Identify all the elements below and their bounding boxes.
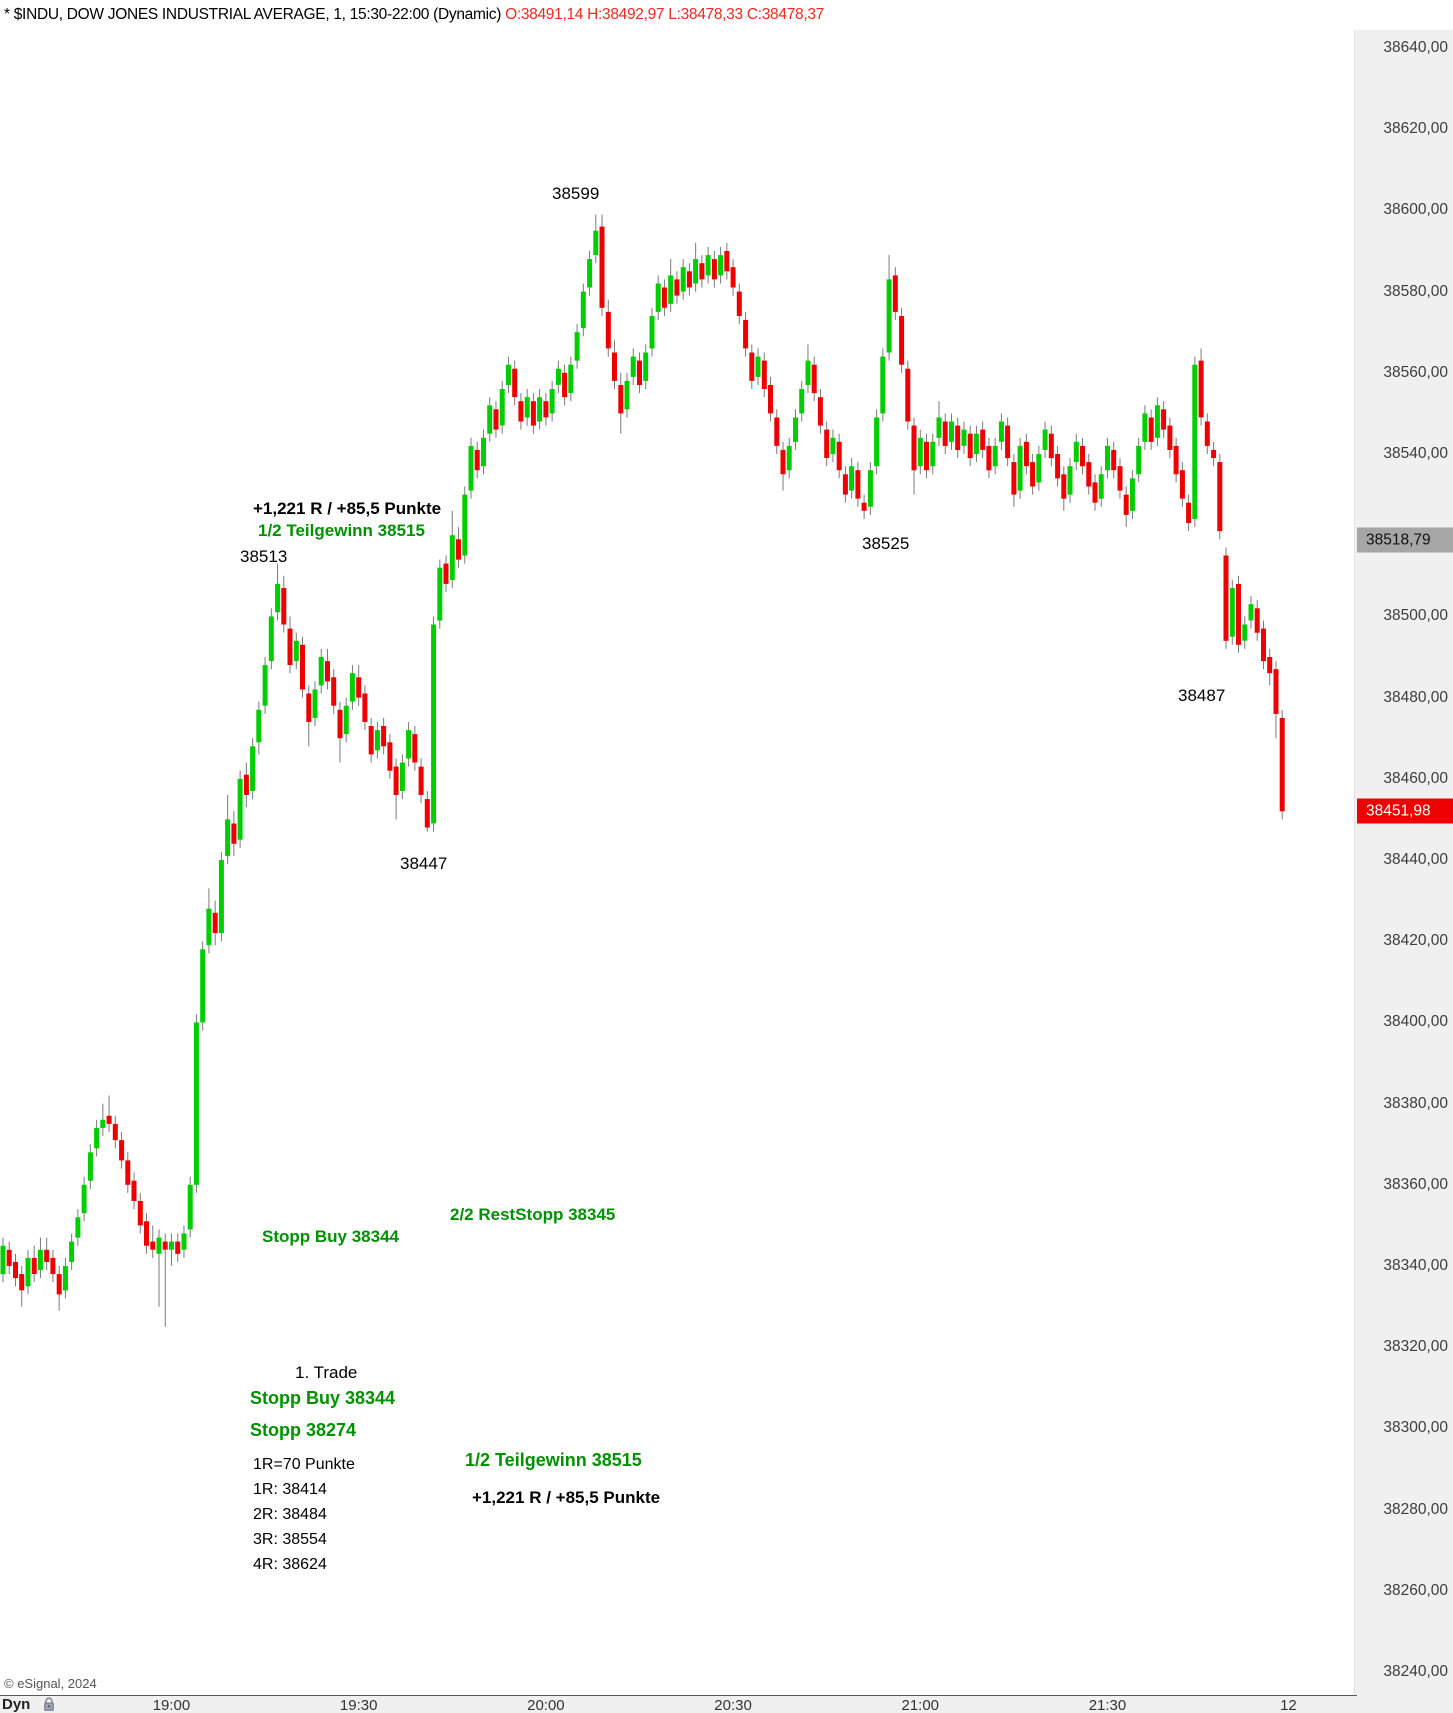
padlock-icon[interactable] (42, 1697, 56, 1713)
price-tick: 38580,00 (1383, 282, 1448, 300)
time-axis[interactable]: Dyn 19:00 19:30 20:00 20:30 21:00 21:30 12 (0, 1695, 1357, 1713)
price-tick: 38600,00 (1383, 201, 1448, 219)
price-tick: 38400,00 (1383, 1013, 1448, 1031)
time-tick: 20:00 (527, 1697, 565, 1713)
price-tick: 38480,00 (1383, 688, 1448, 706)
annotation-stopp-buy-line: Stopp Buy 38344 (262, 1227, 399, 1246)
price-tick: 38240,00 (1383, 1663, 1448, 1680)
candlestick-chart[interactable] (0, 0, 1354, 1713)
time-tick: 21:00 (901, 1697, 940, 1713)
annotation-profit-points-block: +1,221 R / +85,5 Punkte (472, 1488, 661, 1507)
reference-price-label: 38518,79 (1366, 531, 1431, 549)
annotation-teilgewinn: 1/2 Teilgewinn 38515 (258, 521, 425, 540)
annotation-stopp-38274: Stopp 38274 (250, 1420, 357, 1440)
price-tick: 38360,00 (1383, 1175, 1448, 1193)
annotation-reststopp: 2/2 RestStopp 38345 (450, 1205, 616, 1224)
last-price-box: 38451,98 (1357, 798, 1453, 824)
time-tick: 19:00 (152, 1697, 191, 1713)
dyn-mode-button[interactable]: Dyn (2, 1696, 31, 1713)
price-tick: 38260,00 (1383, 1581, 1448, 1599)
time-tick: 21:30 (1088, 1697, 1127, 1713)
symbol-title: * $INDU, DOW JONES INDUSTRIAL AVERAGE, 1… (4, 6, 502, 23)
price-tick: 38440,00 (1383, 851, 1448, 868)
price-tick: 38320,00 (1383, 1338, 1448, 1356)
annotation-trade-title: 1. Trade (295, 1363, 358, 1382)
annotation-r3-target: 3R: 38554 (253, 1531, 327, 1548)
price-tick: 38340,00 (1383, 1257, 1448, 1274)
esignal-watermark: © eSignal, 2024 (4, 1676, 97, 1691)
price-tick: 38640,00 (1383, 39, 1448, 56)
annotation-profit-points: +1,221 R / +85,5 Punkte (253, 499, 442, 518)
annotation-low-38447: 38447 (400, 854, 448, 873)
price-tick: 38540,00 (1383, 445, 1448, 462)
annotation-r4-target: 4R: 38624 (253, 1556, 327, 1573)
annotation-r-definition: 1R=70 Punkte (253, 1456, 355, 1473)
annotation-low-38487: 38487 (1178, 686, 1226, 705)
last-price-label: 38451,98 (1366, 802, 1431, 820)
price-tick: 38460,00 (1383, 769, 1448, 787)
price-tick: 38380,00 (1383, 1094, 1448, 1112)
price-tick: 38620,00 (1383, 120, 1448, 138)
annotation-high-38513: 38513 (240, 547, 288, 566)
annotation-low-38525: 38525 (862, 534, 910, 553)
ohlc-readout: O:38491,14 H:38492,97 L:38478,33 C:38478… (505, 6, 824, 23)
price-tick: 38560,00 (1383, 363, 1448, 381)
annotation-high-38599: 38599 (552, 184, 600, 203)
price-tick: 38420,00 (1383, 932, 1448, 950)
symbol-header: * $INDU, DOW JONES INDUSTRIAL AVERAGE, 1… (4, 6, 824, 28)
time-tick: 19:30 (339, 1697, 378, 1713)
reference-price-box: 38518,79 (1357, 527, 1453, 553)
annotation-stopp-buy-block: Stopp Buy 38344 (250, 1388, 396, 1408)
annotation-r2-target: 2R: 38484 (253, 1506, 327, 1523)
annotation-r1-target: 1R: 38414 (253, 1481, 327, 1498)
price-axis[interactable]: 38518,79 38451,98 38640,00 38620,00 38600,… (1354, 30, 1453, 1713)
time-tick: 20:30 (714, 1697, 752, 1713)
price-tick: 38280,00 (1383, 1500, 1448, 1518)
price-tick: 38300,00 (1383, 1419, 1448, 1437)
annotation-teilgewinn-block: 1/2 Teilgewinn 38515 (465, 1450, 642, 1470)
time-tick: 12 (1280, 1697, 1297, 1713)
price-tick: 38500,00 (1383, 607, 1448, 625)
